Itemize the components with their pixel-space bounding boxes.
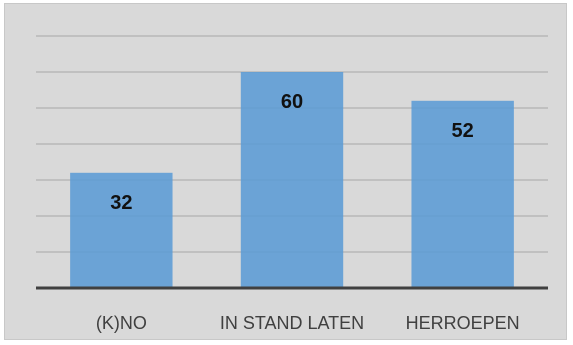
bar: [70, 172, 173, 288]
bar: [411, 100, 514, 288]
x-tick-labels: (K)NO IN STAND LATEN HERROEPEN: [96, 313, 520, 333]
bars: [70, 72, 514, 288]
x-tick-label: (K)NO: [96, 313, 147, 333]
data-labels: 32 60 52: [110, 91, 474, 214]
data-label: 52: [452, 120, 474, 142]
data-label: 32: [110, 192, 132, 214]
x-tick-label: IN STAND LATEN: [220, 313, 364, 333]
bar: [240, 72, 344, 288]
data-label: 60: [281, 91, 303, 113]
x-tick-label: HERROEPEN: [406, 313, 520, 333]
